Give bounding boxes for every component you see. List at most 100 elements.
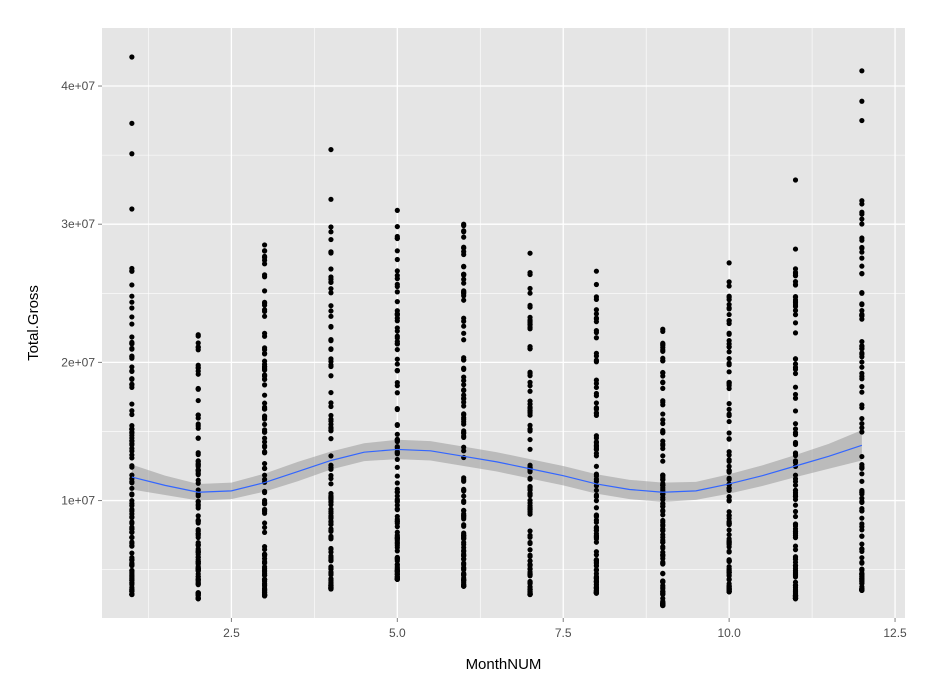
- data-point: [261, 361, 268, 367]
- data-point: [461, 444, 467, 450]
- data-point: [328, 323, 334, 330]
- data-point: [461, 382, 467, 388]
- data-point: [859, 255, 865, 261]
- data-point: [461, 288, 467, 294]
- data-point: [726, 513, 732, 519]
- data-point: [726, 330, 732, 336]
- data-point: [328, 586, 334, 592]
- data-point: [328, 266, 334, 272]
- data-point: [527, 552, 533, 558]
- data-point: [527, 566, 533, 572]
- data-point: [261, 308, 268, 315]
- smooth-trend-line: [131, 444, 863, 493]
- data-point: [394, 268, 400, 274]
- data-point: [461, 234, 467, 240]
- data-point: [261, 248, 268, 254]
- data-point: [859, 235, 865, 241]
- data-point: [129, 299, 135, 305]
- data-point: [328, 373, 334, 379]
- data-point: [527, 475, 533, 481]
- data-point: [593, 585, 600, 591]
- data-point: [792, 266, 799, 272]
- data-point: [792, 587, 799, 593]
- data-point: [859, 98, 865, 104]
- data-point: [195, 549, 201, 556]
- data-point: [328, 290, 334, 296]
- data-point: [261, 472, 268, 478]
- data-point: [726, 452, 732, 458]
- data-point: [792, 408, 799, 414]
- data-point: [261, 450, 268, 456]
- data-point: [792, 320, 799, 326]
- data-point: [593, 505, 600, 511]
- data-point: [859, 421, 865, 427]
- data-point: [129, 411, 135, 418]
- data-point: [660, 504, 666, 510]
- data-point: [129, 452, 135, 458]
- data-point: [129, 438, 135, 444]
- data-point: [593, 487, 600, 493]
- data-point: [261, 257, 268, 263]
- data-point: [129, 346, 135, 352]
- data-point: [195, 546, 201, 552]
- data-point: [527, 407, 533, 413]
- data-point: [195, 415, 201, 421]
- data-point: [593, 410, 600, 416]
- data-point: [461, 272, 467, 278]
- data-point: [792, 356, 799, 362]
- data-point: [328, 453, 334, 459]
- data-point: [792, 472, 799, 478]
- y-axis: 1e+07 2e+07 3e+07 4e+07: [61, 79, 102, 508]
- data-point: [792, 302, 799, 308]
- data-point: [461, 421, 467, 427]
- data-point: [394, 562, 400, 568]
- data-point: [461, 548, 467, 555]
- data-point: [859, 216, 865, 222]
- data-point: [593, 433, 600, 439]
- data-point: [660, 553, 666, 559]
- data-point: [261, 421, 268, 428]
- data-point: [261, 302, 268, 308]
- data-point: [394, 507, 400, 513]
- data-point: [859, 527, 865, 533]
- data-point: [394, 556, 400, 562]
- data-point: [859, 541, 865, 547]
- data-point: [527, 422, 533, 428]
- data-point: [461, 499, 467, 506]
- data-point: [261, 261, 268, 267]
- data-point: [394, 499, 400, 505]
- data-point: [461, 392, 467, 398]
- data-point: [726, 577, 732, 583]
- data-point: [859, 271, 865, 277]
- data-point: [792, 395, 799, 401]
- data-point: [328, 533, 334, 539]
- data-point: [461, 434, 467, 440]
- data-point: [261, 443, 268, 449]
- data-point: [726, 411, 732, 417]
- data-point: [527, 584, 533, 590]
- data-point: [859, 515, 865, 521]
- data-point: [129, 591, 135, 598]
- data-point: [660, 578, 666, 584]
- data-point: [726, 406, 732, 412]
- data-point: [726, 294, 732, 301]
- data-point: [328, 494, 334, 500]
- data-point: [328, 313, 334, 319]
- data-point: [726, 457, 732, 463]
- data-point: [394, 361, 400, 367]
- data-point: [792, 246, 799, 252]
- data-point: [461, 412, 467, 418]
- data-point: [527, 379, 533, 385]
- data-point: [261, 350, 268, 356]
- x-tick-label: 2.5: [223, 626, 240, 640]
- data-point: [593, 328, 600, 334]
- data-point: [527, 270, 533, 276]
- data-point: [461, 564, 467, 571]
- data-point: [195, 567, 201, 573]
- data-point: [527, 547, 533, 553]
- data-point: [593, 549, 600, 555]
- data-point: [527, 578, 533, 585]
- data-point: [859, 465, 865, 471]
- data-point: [394, 379, 400, 386]
- data-point: [195, 503, 201, 509]
